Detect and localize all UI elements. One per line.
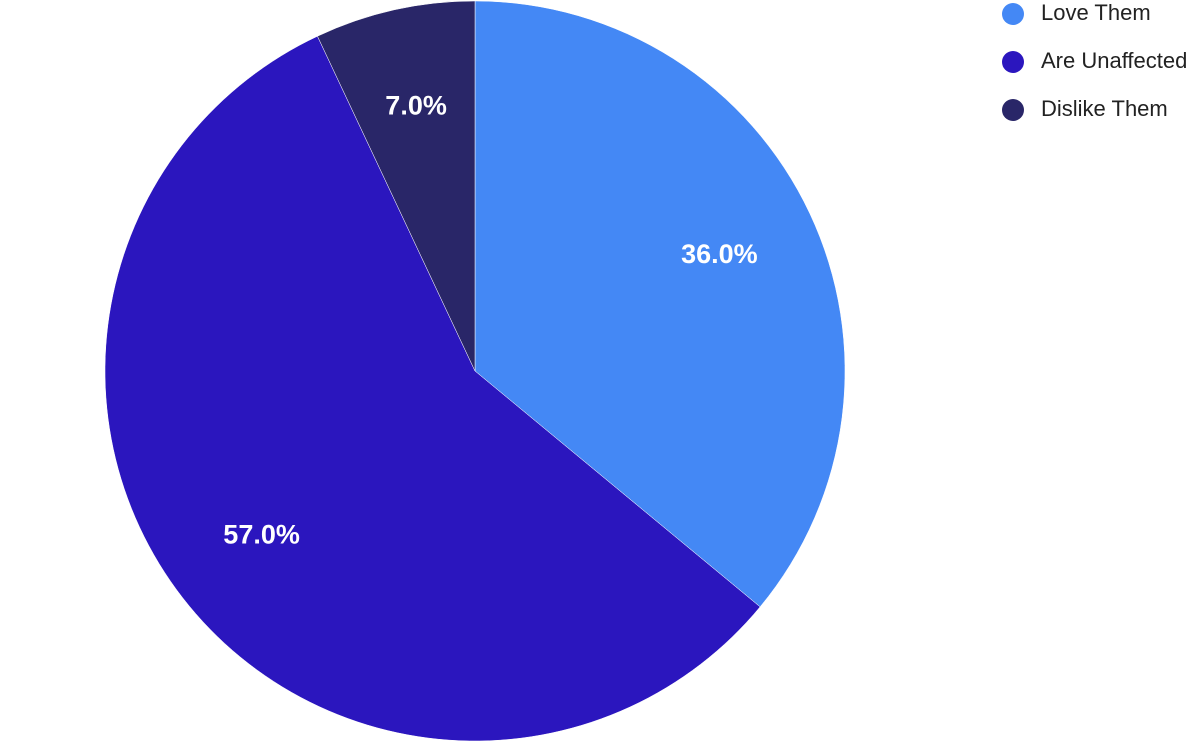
legend-marker: [1002, 3, 1024, 25]
legend-marker: [1002, 51, 1024, 73]
pie-slice: [104, 35, 761, 742]
legend-label: Dislike Them: [1041, 96, 1168, 121]
value-label: 36.0%: [681, 239, 758, 269]
legend-label: Love Them: [1041, 0, 1151, 25]
pie-slice: [474, 0, 846, 608]
pie-slice: [317, 0, 476, 372]
legend-label: Are Unaffected: [1041, 48, 1187, 73]
value-label: 57.0%: [223, 520, 300, 550]
legend-marker: [1002, 99, 1024, 121]
value-label: 7.0%: [385, 91, 447, 121]
